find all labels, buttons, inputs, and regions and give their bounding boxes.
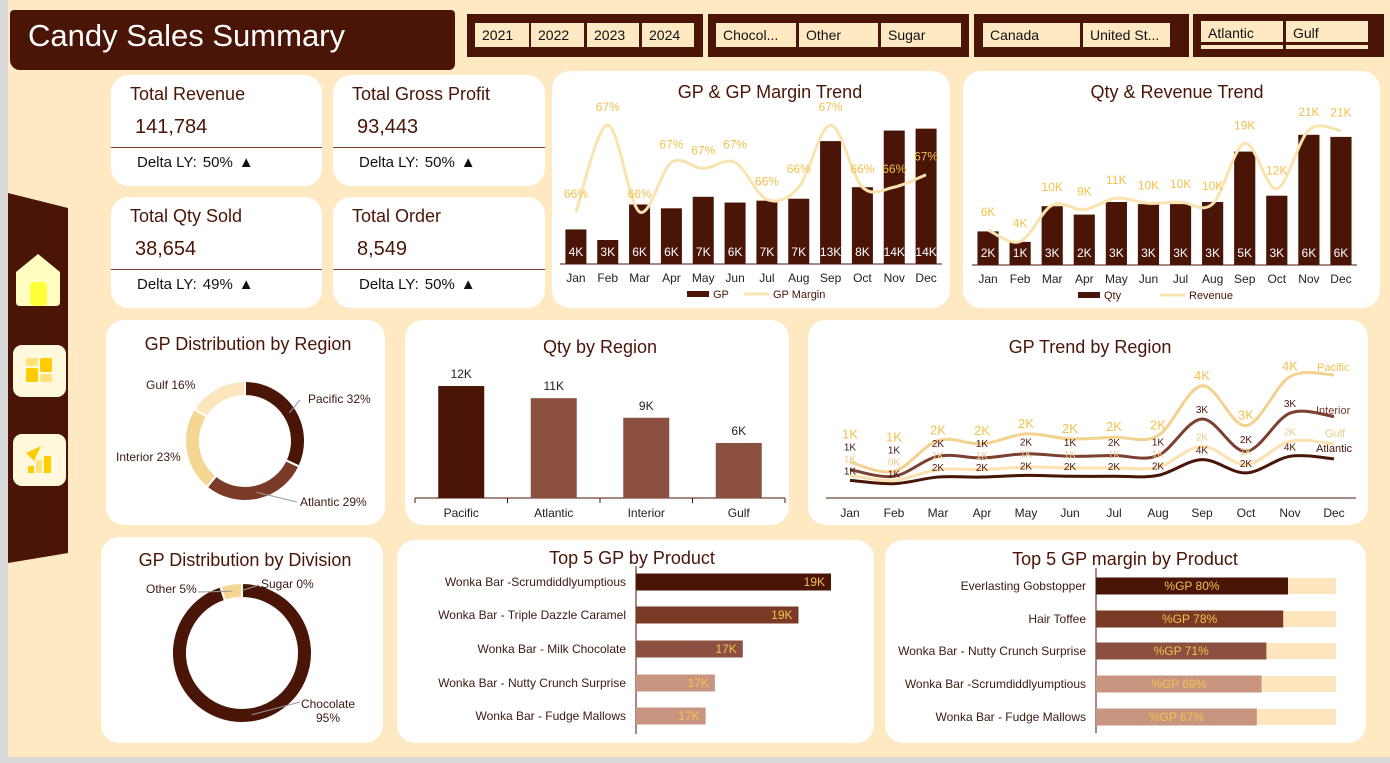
slicer-division-chocolate[interactable]: Chocol... bbox=[716, 23, 796, 47]
delta-label: Delta LY: bbox=[137, 154, 197, 171]
kpi-card-total-revenue: Total Revenue 141,784 Delta LY: 50% ▲ bbox=[111, 75, 322, 186]
kpi-label: Total Qty Sold bbox=[130, 206, 243, 226]
delta-value: 50% bbox=[424, 154, 455, 171]
divider bbox=[333, 269, 545, 270]
slicer-year-2022[interactable]: 2022 bbox=[531, 23, 584, 47]
kpi-delta: Delta LY: 50% ▲ bbox=[359, 276, 482, 293]
kpi-label: Total Order bbox=[352, 206, 442, 226]
sidebar bbox=[8, 193, 68, 563]
slicer-region-atlantic[interactable]: Atlantic bbox=[1201, 21, 1283, 45]
kpi-card-total-gross-profit: Total Gross Profit 93,443 Delta LY: 50% ▲ bbox=[333, 75, 545, 186]
slicer-year-2023[interactable]: 2023 bbox=[587, 23, 639, 47]
division-slicer: Chocol... Other Sugar bbox=[708, 14, 969, 57]
divider bbox=[111, 269, 322, 270]
chart-card-top5-gp-product bbox=[397, 540, 874, 743]
delta-label: Delta LY: bbox=[359, 154, 419, 171]
kpi-label: Total Gross Profit bbox=[352, 84, 491, 104]
kpi-value: 38,654 bbox=[135, 238, 197, 260]
slicer-country-united-states[interactable]: United St... bbox=[1083, 23, 1170, 47]
country-slicer: Canada United St... bbox=[974, 14, 1189, 57]
kpi-delta: Delta LY: 50% ▲ bbox=[137, 154, 260, 171]
analytics-button[interactable] bbox=[13, 434, 66, 486]
up-arrow-icon: ▲ bbox=[460, 154, 476, 171]
slicer-division-sugar[interactable]: Sugar bbox=[881, 23, 961, 47]
chart-card-top5-margin-product bbox=[885, 540, 1366, 743]
kpi-value: 141,784 bbox=[135, 116, 208, 138]
up-arrow-icon: ▲ bbox=[238, 154, 254, 171]
slicer-division-other[interactable]: Other bbox=[799, 23, 878, 47]
year-slicer: 2021 2022 2023 2024 bbox=[467, 14, 703, 57]
kpi-value: 93,443 bbox=[357, 116, 419, 138]
chart-card-gp-trend-by-region bbox=[808, 320, 1368, 525]
delta-value: 50% bbox=[424, 276, 455, 293]
chart-card-gp-by-division bbox=[101, 537, 383, 743]
divider bbox=[111, 147, 322, 148]
sheet-bottom-edge bbox=[0, 757, 1390, 763]
delta-value: 50% bbox=[202, 154, 233, 171]
delta-value: 49% bbox=[202, 276, 233, 293]
kpi-card-total-qty-sold: Total Qty Sold 38,654 Delta LY: 49% ▲ bbox=[111, 197, 322, 308]
page-title: Candy Sales Summary bbox=[28, 18, 346, 53]
chart-card-gp-by-region bbox=[106, 320, 385, 525]
kpi-value: 8,549 bbox=[357, 238, 408, 260]
chart-card-qty-by-region bbox=[405, 320, 789, 525]
window-edge bbox=[0, 0, 8, 763]
slicer-year-2024[interactable]: 2024 bbox=[642, 23, 694, 47]
kpi-card-total-order: Total Order 8,549 Delta LY: 50% ▲ bbox=[333, 197, 545, 308]
up-arrow-icon: ▲ bbox=[238, 276, 254, 293]
chart-card-qty-revenue-trend bbox=[963, 71, 1380, 308]
kpi-delta: Delta LY: 49% ▲ bbox=[137, 276, 260, 293]
dashboard-icon bbox=[26, 358, 52, 382]
title-banner bbox=[10, 10, 455, 70]
kpi-label: Total Revenue bbox=[130, 84, 246, 104]
delta-label: Delta LY: bbox=[137, 276, 197, 293]
dashboard-button[interactable] bbox=[13, 345, 66, 397]
chart-card-gp-margin-trend bbox=[552, 71, 950, 308]
kpi-delta: Delta LY: 50% ▲ bbox=[359, 154, 482, 171]
slicer-region-gulf[interactable]: Gulf bbox=[1286, 21, 1368, 45]
chart-icon bbox=[26, 446, 51, 473]
delta-label: Delta LY: bbox=[359, 276, 419, 293]
slicer-year-2021[interactable]: 2021 bbox=[475, 23, 529, 47]
home-icon bbox=[16, 254, 60, 306]
divider bbox=[333, 147, 545, 148]
up-arrow-icon: ▲ bbox=[460, 276, 476, 293]
home-button[interactable] bbox=[14, 252, 62, 307]
slicer-country-canada[interactable]: Canada bbox=[983, 23, 1080, 47]
region-slicer: Atlantic Gulf bbox=[1193, 14, 1384, 57]
